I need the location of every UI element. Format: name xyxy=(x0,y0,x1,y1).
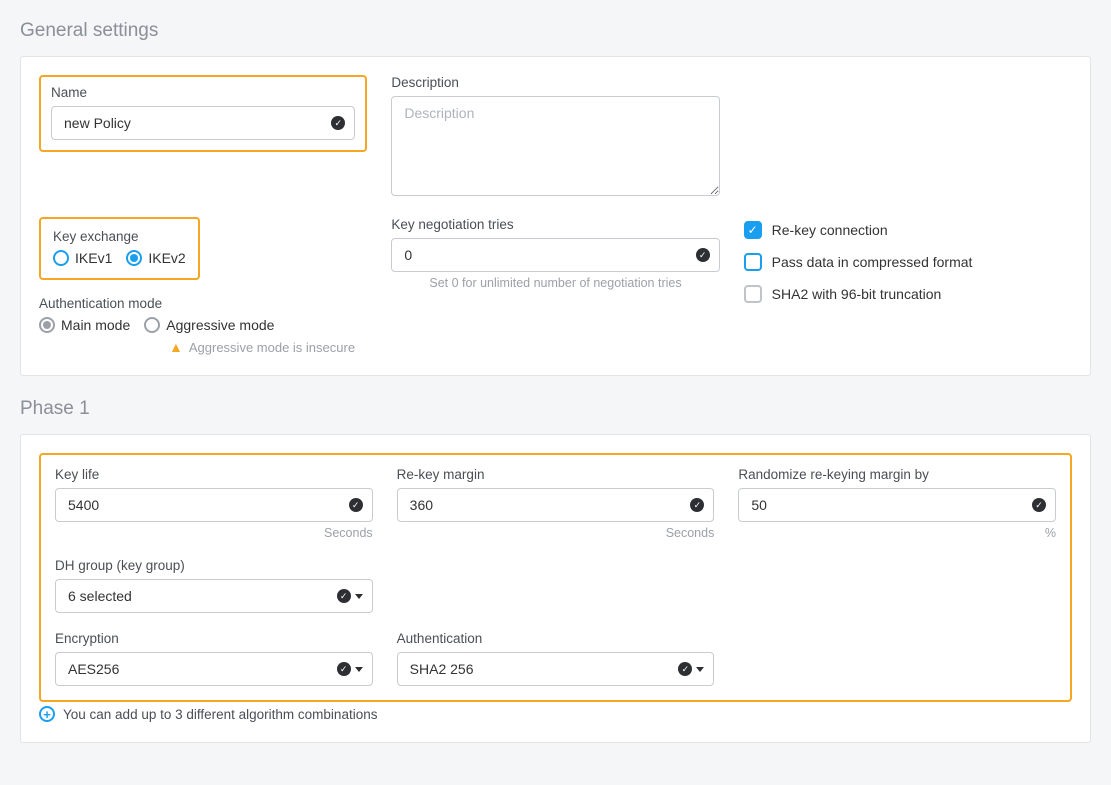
radio-ikev1-label: IKEv1 xyxy=(75,250,112,266)
radio-main-mode-label: Main mode xyxy=(61,317,130,333)
dh-group-label: DH group (key group) xyxy=(55,558,373,573)
check-icon: ✓ xyxy=(349,498,363,512)
chevron-down-icon: ✓ xyxy=(337,662,363,676)
key-life-unit: Seconds xyxy=(55,526,373,540)
description-label: Description xyxy=(391,75,719,90)
rekey-margin-unit: Seconds xyxy=(397,526,715,540)
key-neg-hint: Set 0 for unlimited number of negotiatio… xyxy=(391,276,719,290)
radio-ikev2[interactable]: IKEv2 xyxy=(126,250,185,266)
encryption-select[interactable]: AES256 xyxy=(55,652,373,686)
dh-group-select[interactable]: 6 selected xyxy=(55,579,373,613)
randomize-unit: % xyxy=(738,526,1056,540)
check-icon: ✓ xyxy=(690,498,704,512)
chevron-down-icon: ✓ xyxy=(337,589,363,603)
chevron-down-icon: ✓ xyxy=(678,662,704,676)
name-highlight: Name ✓ xyxy=(39,75,367,152)
checkbox-icon: ✓ xyxy=(744,221,762,239)
radio-icon xyxy=(53,250,69,266)
section-title-general: General settings xyxy=(20,20,1091,42)
authentication-select[interactable]: SHA2 256 xyxy=(397,652,715,686)
checkbox-sha2trunc-label: SHA2 with 96-bit truncation xyxy=(772,286,942,302)
key-neg-label: Key negotiation tries xyxy=(391,217,719,232)
warning-icon: ▲ xyxy=(169,339,183,355)
radio-icon xyxy=(144,317,160,333)
checkbox-icon xyxy=(744,253,762,271)
randomize-label: Randomize re-keying margin by xyxy=(738,467,1056,482)
add-combination[interactable]: + You can add up to 3 different algorith… xyxy=(39,706,1072,722)
radio-icon xyxy=(39,317,55,333)
radio-aggressive-mode-label: Aggressive mode xyxy=(166,317,274,333)
checkbox-icon xyxy=(744,285,762,303)
radio-ikev1[interactable]: IKEv1 xyxy=(53,250,112,266)
check-icon: ✓ xyxy=(1032,498,1046,512)
name-input[interactable] xyxy=(51,106,355,140)
name-label: Name xyxy=(51,85,355,100)
section-title-phase1: Phase 1 xyxy=(20,398,1091,420)
check-icon: ✓ xyxy=(331,116,345,130)
encryption-label: Encryption xyxy=(55,631,373,646)
general-panel: Name ✓ Description Key exchange IKEv1 xyxy=(20,56,1091,376)
rekey-margin-input[interactable] xyxy=(397,488,715,522)
key-exchange-highlight: Key exchange IKEv1 IKEv2 xyxy=(39,217,200,280)
checkbox-rekey[interactable]: ✓ Re-key connection xyxy=(744,221,1072,239)
authentication-value: SHA2 256 xyxy=(410,661,474,677)
auth-mode-label: Authentication mode xyxy=(39,296,367,311)
key-life-label: Key life xyxy=(55,467,373,482)
checkbox-rekey-label: Re-key connection xyxy=(772,222,888,238)
radio-main-mode[interactable]: Main mode xyxy=(39,317,130,333)
checkbox-compressed-label: Pass data in compressed format xyxy=(772,254,973,270)
add-note-text: You can add up to 3 different algorithm … xyxy=(63,707,377,722)
phase1-panel: Key life ✓ Seconds Re-key margin ✓ Secon… xyxy=(20,434,1091,743)
key-exchange-label: Key exchange xyxy=(53,229,186,244)
authentication-label: Authentication xyxy=(397,631,715,646)
radio-icon xyxy=(126,250,142,266)
plus-icon: + xyxy=(39,706,55,722)
key-neg-input[interactable] xyxy=(391,238,719,272)
dh-group-value: 6 selected xyxy=(68,588,132,604)
checkbox-sha2trunc[interactable]: SHA2 with 96-bit truncation xyxy=(744,285,1072,303)
checkbox-compressed[interactable]: Pass data in compressed format xyxy=(744,253,1072,271)
check-icon: ✓ xyxy=(696,248,710,262)
warning-text: Aggressive mode is insecure xyxy=(189,340,355,355)
randomize-input[interactable] xyxy=(738,488,1056,522)
key-life-input[interactable] xyxy=(55,488,373,522)
radio-aggressive-mode[interactable]: Aggressive mode xyxy=(144,317,274,333)
aggressive-warning: ▲ Aggressive mode is insecure xyxy=(169,339,367,355)
rekey-margin-label: Re-key margin xyxy=(397,467,715,482)
description-textarea[interactable] xyxy=(391,96,719,196)
encryption-value: AES256 xyxy=(68,661,119,677)
radio-ikev2-label: IKEv2 xyxy=(148,250,185,266)
phase1-highlight: Key life ✓ Seconds Re-key margin ✓ Secon… xyxy=(39,453,1072,702)
